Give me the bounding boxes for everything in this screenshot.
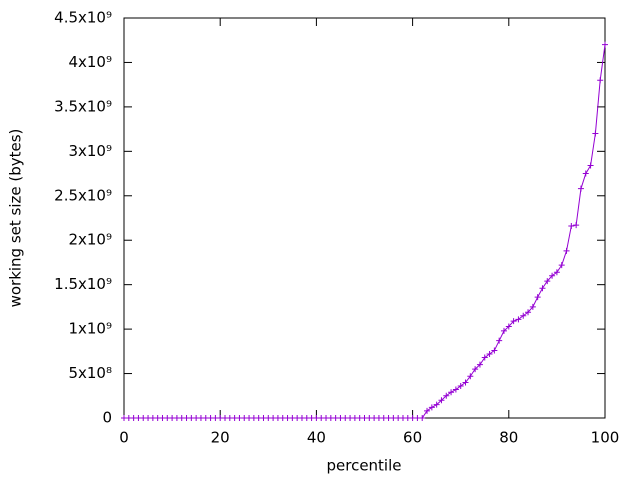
y-tick-label: 3x10⁹ [68,142,112,160]
data-point [515,316,522,323]
y-tick-label: 1x10⁹ [68,320,112,338]
y-tick-label: 0 [102,409,112,427]
y-tick-label: 4x10⁹ [68,53,112,71]
y-tick-label: 2x10⁹ [68,231,112,249]
data-point [602,41,608,48]
x-tick-label: 20 [211,429,230,447]
data-point [529,303,536,310]
plot-border [123,17,606,419]
data-point [424,407,431,414]
data-line [124,44,606,419]
data-point [553,269,560,276]
data-point [534,294,541,301]
data-point [448,389,455,396]
data-point [452,386,459,393]
data-point [457,383,464,389]
data-point [510,318,517,325]
data-point [433,401,440,408]
data-point [568,223,575,229]
x-tick-label: 40 [307,429,326,447]
y-tick-label: 5x10⁸ [68,364,112,382]
data-point [520,312,527,319]
data-point [481,354,488,361]
data-point [496,337,503,344]
data-point [486,351,493,357]
data-point [443,392,450,399]
x-tick-label: 60 [403,429,422,447]
data-point [597,77,604,84]
data-point [558,262,565,269]
x-tick-label: 0 [119,429,129,447]
data-point [462,379,469,386]
data-point [467,373,474,380]
data-point [525,309,532,316]
data-point [472,366,479,373]
y-tick-label: 3.5x10⁹ [54,97,112,115]
data-point [563,247,570,254]
y-axis-label: working set size (bytes) [7,129,25,308]
x-tick-label: 100 [591,429,620,447]
data-point [544,278,551,285]
x-tick-label: 80 [499,429,518,447]
data-point [549,272,556,279]
data-point [587,162,594,169]
data-point [592,130,599,137]
y-tick-label: 1.5x10⁹ [54,275,112,293]
data-point [438,397,445,404]
x-axis-label: percentile [326,457,401,475]
data-point [539,285,546,292]
y-tick-label: 4.5x10⁹ [54,9,112,27]
data-point [582,170,589,177]
data-point [476,361,483,368]
data-point [577,185,584,192]
data-point [419,415,426,421]
data-point [428,404,435,411]
data-point [491,347,498,354]
data-point [505,323,512,330]
data-point [500,327,507,334]
data-point [573,222,580,229]
y-tick-label: 2.5x10⁹ [54,186,112,204]
